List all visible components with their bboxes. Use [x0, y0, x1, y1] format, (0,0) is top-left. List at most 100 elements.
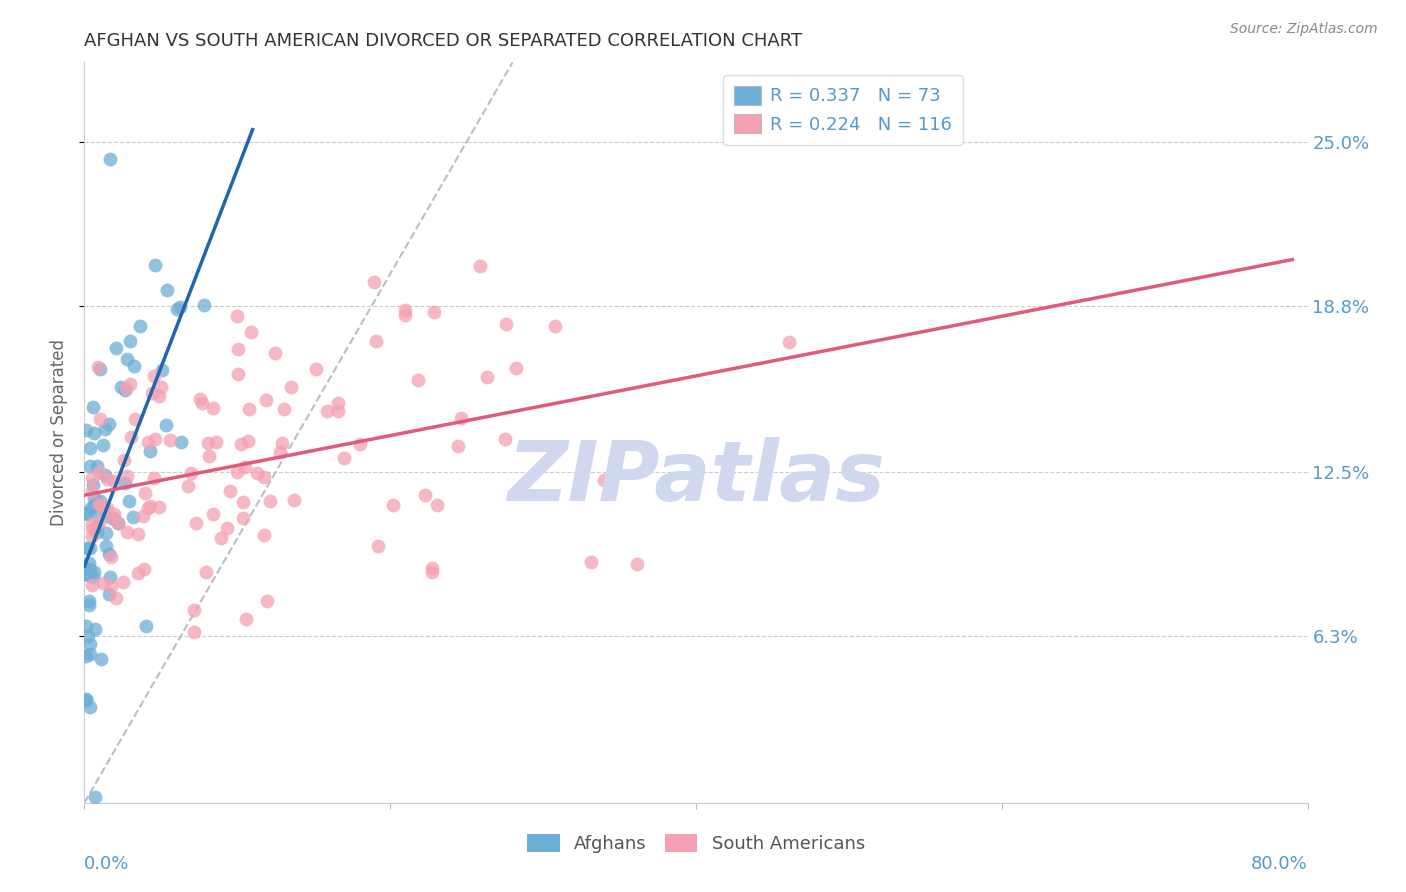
Point: [423, 305, 446, 319]
Point: [170, 434, 193, 449]
Point: [184, 516, 207, 530]
Point: [89, 515, 111, 529]
Point: [468, 259, 491, 273]
Point: [246, 466, 269, 480]
Point: [79, 441, 101, 455]
Point: [94, 422, 117, 436]
Point: [107, 516, 129, 530]
Point: [112, 575, 135, 590]
Point: [98, 587, 121, 601]
Point: [271, 436, 294, 450]
Point: [273, 402, 295, 417]
Point: [79, 562, 101, 576]
Point: [183, 603, 205, 617]
Point: [80, 517, 103, 532]
Point: [114, 383, 136, 397]
Point: [305, 362, 328, 376]
Point: [420, 561, 443, 575]
Point: [83, 426, 105, 441]
Point: [326, 396, 349, 410]
Point: [209, 531, 232, 545]
Point: [76, 541, 98, 556]
Point: [77, 568, 100, 582]
Point: [127, 566, 149, 580]
Text: Source: ZipAtlas.com: Source: ZipAtlas.com: [1230, 22, 1378, 37]
Point: [156, 284, 179, 298]
Point: [89, 497, 111, 511]
Point: [139, 444, 162, 458]
Point: [626, 558, 648, 572]
Point: [143, 471, 166, 485]
Point: [263, 346, 285, 360]
Point: [177, 479, 200, 493]
Point: [188, 392, 211, 407]
Point: [82, 400, 104, 414]
Point: [101, 510, 124, 524]
Point: [447, 439, 470, 453]
Point: [253, 528, 276, 542]
Point: [169, 300, 191, 314]
Point: [77, 556, 100, 570]
Point: [233, 460, 256, 475]
Point: [114, 476, 136, 491]
Point: [143, 432, 166, 446]
Point: [91, 438, 114, 452]
Point: [259, 494, 281, 508]
Point: [190, 396, 212, 410]
Point: [86, 524, 108, 539]
Point: [104, 591, 127, 605]
Point: [232, 495, 254, 509]
Point: [93, 501, 115, 516]
Point: [333, 451, 356, 466]
Point: [394, 309, 416, 323]
Point: [256, 392, 278, 407]
Point: [79, 648, 101, 662]
Point: [367, 539, 389, 553]
Point: [143, 258, 166, 272]
Point: [96, 471, 118, 485]
Point: [180, 466, 202, 480]
Point: [77, 628, 100, 642]
Point: [201, 401, 224, 415]
Point: [159, 433, 181, 447]
Point: [148, 500, 170, 514]
Point: [87, 465, 110, 479]
Text: 0.0%: 0.0%: [84, 855, 129, 872]
Point: [118, 334, 141, 348]
Point: [79, 700, 101, 714]
Point: [139, 500, 162, 514]
Point: [87, 359, 110, 374]
Point: [112, 452, 135, 467]
Point: [253, 470, 276, 484]
Legend: Afghans, South Americans: Afghans, South Americans: [520, 827, 872, 861]
Point: [239, 325, 262, 339]
Point: [215, 521, 238, 535]
Point: [86, 519, 108, 533]
Point: [155, 417, 177, 432]
Text: ZIPatlas: ZIPatlas: [508, 436, 884, 517]
Point: [100, 549, 122, 564]
Point: [80, 484, 103, 499]
Point: [87, 506, 110, 520]
Point: [124, 412, 146, 426]
Point: [76, 506, 98, 520]
Point: [269, 444, 291, 458]
Point: [103, 507, 125, 521]
Point: [90, 500, 112, 514]
Point: [349, 437, 371, 451]
Point: [94, 539, 117, 553]
Point: [84, 622, 107, 636]
Point: [86, 459, 108, 474]
Point: [364, 334, 387, 348]
Point: [226, 343, 249, 357]
Point: [100, 152, 122, 166]
Point: [105, 341, 128, 355]
Point: [149, 380, 172, 394]
Point: [75, 562, 97, 576]
Point: [197, 450, 219, 464]
Point: [394, 303, 416, 318]
Point: [205, 435, 228, 450]
Point: [75, 619, 97, 633]
Point: [202, 507, 225, 521]
Point: [420, 566, 443, 580]
